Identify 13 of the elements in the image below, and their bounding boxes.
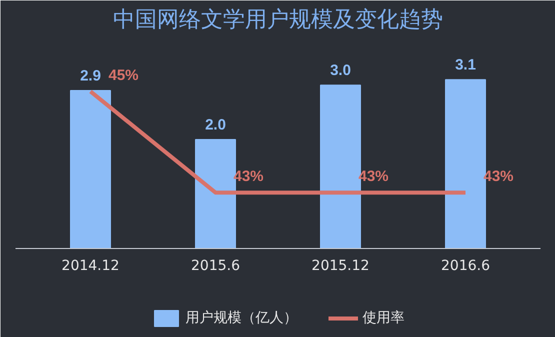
bar [70, 90, 111, 249]
legend-label: 使用率 [362, 309, 404, 327]
legend-label: 用户规模（亿人） [186, 309, 298, 327]
data-label: 2.0 [205, 116, 226, 134]
x-tick-label: 2015.6 [191, 258, 240, 274]
x-tick-label: 2015.12 [312, 258, 370, 274]
x-tick-label: 2014.12 [62, 258, 120, 274]
data-label: 3.0 [330, 62, 351, 80]
x-tick-label: 2016.6 [441, 258, 490, 274]
data-label: 45% [108, 66, 139, 84]
data-label: 2.9 [80, 68, 101, 85]
chart-title: 中国网络文学用户规模及变化趋势 [113, 8, 443, 32]
data-label: 3.1 [455, 56, 476, 74]
